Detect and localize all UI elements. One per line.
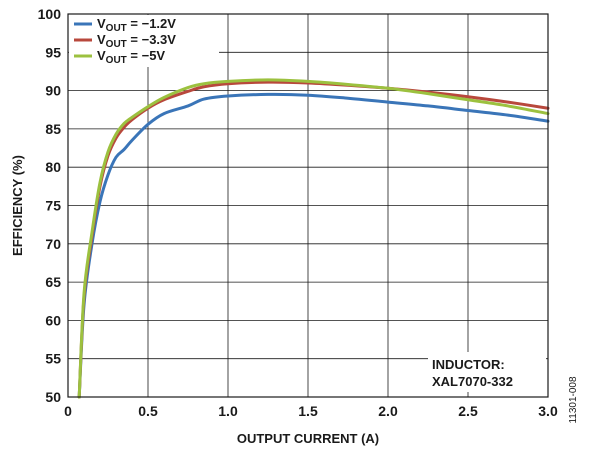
x-tick-label: 2.5 — [458, 403, 478, 419]
series-line-3 — [77, 78, 550, 399]
y-tick-label: 85 — [45, 121, 61, 137]
x-tick-label: 0 — [64, 403, 72, 419]
y-axis-label: EFFICIENCY (%) — [10, 155, 25, 256]
grid-lines — [68, 14, 548, 397]
annotation-box — [428, 352, 546, 392]
y-tick-label: 60 — [45, 312, 61, 328]
y-tick-label: 70 — [45, 236, 61, 252]
series-line-1 — [77, 92, 550, 399]
y-tick-label: 50 — [45, 389, 61, 405]
x-tick-label: 0.5 — [138, 403, 158, 419]
y-tick-label: 90 — [45, 83, 61, 99]
y-tick-label: 75 — [45, 198, 61, 214]
figure-id: 11301-008 — [568, 376, 579, 424]
legend-label-2: VOUT = −3.3V — [97, 32, 176, 50]
series-line-2 — [77, 80, 550, 399]
x-axis-label: OUTPUT CURRENT (A) — [237, 431, 379, 446]
axis-tick-labels: 0 0.5 1.0 1.5 2.0 2.5 3.0 50 55 60 65 70 75 80 85 90 95 1… — [38, 6, 558, 419]
y-tick-label: 80 — [45, 159, 61, 175]
x-tick-label: 1.5 — [298, 403, 318, 419]
y-tick-label: 100 — [38, 6, 62, 22]
y-tick-label: 65 — [45, 274, 61, 290]
x-tick-label: 1.0 — [218, 403, 238, 419]
legend-label-1: VOUT = −1.2V — [97, 16, 176, 34]
x-tick-label: 2.0 — [378, 403, 398, 419]
annotation-line-1: INDUCTOR: — [432, 357, 505, 372]
series-lines — [77, 78, 550, 399]
plot-frame — [67, 13, 549, 398]
x-tick-label: 3.0 — [538, 403, 558, 419]
annotation-line-2: XAL7070-332 — [432, 374, 513, 389]
y-tick-label: 95 — [45, 44, 61, 60]
legend-label-3: VOUT = −5V — [97, 48, 165, 66]
y-tick-label: 55 — [45, 351, 61, 367]
legend-box — [69, 15, 219, 67]
